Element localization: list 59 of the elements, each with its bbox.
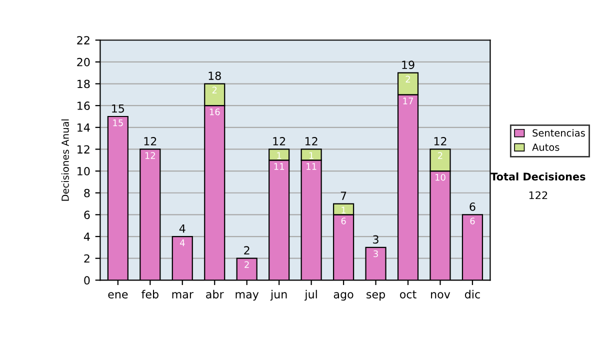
y-tick-label: 18 xyxy=(78,80,90,88)
data-label: 2 xyxy=(212,86,217,94)
total-label: 4 xyxy=(179,224,186,233)
y-tick-label: 10 xyxy=(78,167,90,176)
data-label: 11 xyxy=(274,163,284,170)
data-label: 11 xyxy=(306,163,316,170)
y-tick-label: 4 xyxy=(84,232,90,241)
x-tick-label: nov xyxy=(431,292,450,298)
total-label: 12 xyxy=(273,137,286,146)
data-label: 6 xyxy=(341,218,346,224)
total-label: 19 xyxy=(402,60,414,70)
total-label: 12 xyxy=(144,137,156,146)
text: 122 xyxy=(529,191,548,200)
total-label: 18 xyxy=(208,72,221,80)
y-tick-label: 20 xyxy=(77,58,90,66)
x-tick-label: jul xyxy=(304,290,317,301)
data-label: 1 xyxy=(309,152,314,159)
y-tick-label: 6 xyxy=(84,210,90,220)
y-tick-label: 14 xyxy=(78,124,90,132)
total-label: 6 xyxy=(470,202,476,211)
total-label: 12 xyxy=(434,137,446,146)
x-tick-label: may xyxy=(236,292,259,301)
x-tick-label: jun xyxy=(270,290,287,301)
data-label: 4 xyxy=(180,240,185,246)
data-label: 2 xyxy=(438,152,442,159)
x-tick-label: dic xyxy=(464,290,480,298)
data-label: 10 xyxy=(435,174,446,181)
x-tick-label: mar xyxy=(172,292,194,298)
total-label: 2 xyxy=(244,246,250,254)
data-label: 12 xyxy=(145,152,155,159)
x-tick-label: oct xyxy=(400,290,416,298)
x-tick-label: ene xyxy=(108,292,128,298)
total-label: 12 xyxy=(305,137,318,146)
total-label: 3 xyxy=(373,235,378,244)
y-tick-label: 0 xyxy=(84,276,90,285)
data-label: 2 xyxy=(244,261,249,268)
data-label: 17 xyxy=(403,98,413,104)
data-label: 6 xyxy=(470,218,475,224)
total-label: 15 xyxy=(112,104,124,113)
total-label: 7 xyxy=(340,192,346,200)
data-label: 15 xyxy=(113,120,123,126)
y-axis-title: Decisiones Anual xyxy=(61,119,69,201)
y-tick-label: 2 xyxy=(84,254,90,263)
data-label: 1 xyxy=(277,152,282,159)
data-label: 2 xyxy=(406,76,410,82)
data-label: 3 xyxy=(374,250,378,258)
y-tick-label: 16 xyxy=(78,102,90,110)
legend-label: Autos xyxy=(532,144,560,151)
x-tick-label: feb xyxy=(142,290,158,298)
y-tick-label: 12 xyxy=(78,145,90,154)
y-tick-label: 22 xyxy=(77,36,90,44)
data-label: 16 xyxy=(210,108,220,116)
data-label: 1 xyxy=(342,206,346,214)
legend-label: Sentencias xyxy=(532,129,585,137)
y-tick-label: 8 xyxy=(84,188,90,198)
x-tick-label: ago xyxy=(334,292,354,301)
x-tick-label: abr xyxy=(206,290,224,298)
text: Total Decisiones xyxy=(490,172,586,180)
x-tick-label: sep xyxy=(366,292,386,301)
